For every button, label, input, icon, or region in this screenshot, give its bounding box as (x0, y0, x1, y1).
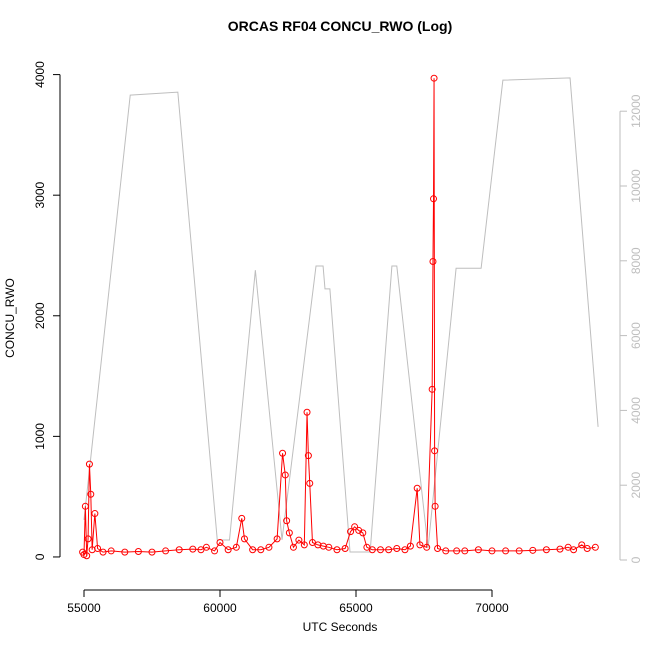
data-point (249, 546, 257, 554)
data-point (279, 449, 287, 457)
data-point (385, 546, 393, 554)
data-point (428, 385, 436, 393)
data-point (175, 546, 183, 554)
x-tick-label: 55000 (67, 601, 101, 615)
data-point (359, 529, 367, 537)
data-point (87, 490, 95, 498)
data-point (99, 548, 107, 556)
data-point (347, 528, 355, 536)
data-point (281, 471, 289, 479)
data-point (211, 547, 219, 555)
data-point (442, 547, 450, 555)
data-point (107, 547, 115, 555)
data-point (232, 543, 240, 551)
data-point (461, 547, 469, 555)
data-point (333, 546, 341, 554)
data-point (434, 545, 442, 553)
data-point (325, 543, 333, 551)
data-point (83, 552, 91, 560)
data-point (341, 545, 349, 553)
data-point (189, 545, 197, 553)
data-point (202, 543, 210, 551)
data-point (351, 523, 359, 531)
data-point (488, 547, 496, 555)
x-tick-label: 65000 (339, 601, 373, 615)
data-point (283, 517, 291, 525)
data-point (304, 452, 312, 460)
x-tick-label: 70000 (475, 601, 509, 615)
data-point (502, 547, 510, 555)
data-point (376, 546, 384, 554)
data-point (401, 546, 409, 554)
data-point (515, 547, 523, 555)
data-point (423, 543, 431, 551)
data-point (416, 541, 424, 549)
data-point (162, 547, 170, 555)
data-point (84, 535, 92, 543)
y2-tick-label: 8000 (629, 247, 643, 274)
data-point (216, 538, 224, 546)
y-tick-label: 3000 (33, 182, 47, 209)
data-point (583, 545, 591, 553)
data-point (224, 546, 232, 554)
data-point (285, 529, 293, 537)
data-point (91, 510, 99, 518)
data-point (591, 543, 599, 551)
y2-tick-label: 12000 (629, 94, 643, 128)
y2-tick-label: 6000 (629, 322, 643, 349)
data-point (306, 479, 314, 487)
data-point (240, 535, 248, 543)
data-point (303, 408, 311, 416)
data-point (273, 535, 281, 543)
data-point (556, 545, 564, 553)
y2-tick-label: 10000 (629, 169, 643, 203)
data-point (121, 548, 129, 556)
series-line (83, 77, 599, 553)
series-line (82, 78, 596, 557)
x-axis-label: UTC Seconds (303, 620, 378, 634)
y-tick-label: 4000 (33, 61, 47, 88)
data-point (431, 502, 439, 510)
data-point (265, 543, 273, 551)
y-tick-label: 2000 (33, 302, 47, 329)
data-point (300, 541, 308, 549)
data-point (429, 258, 437, 266)
data-point (289, 543, 297, 551)
data-point (413, 484, 421, 492)
data-point (578, 541, 586, 549)
data-point (474, 546, 482, 554)
data-point (529, 546, 537, 554)
data-point (368, 546, 376, 554)
data-point (81, 502, 89, 510)
data-point (453, 547, 461, 555)
y-axis-label: CONCU_RWO (3, 278, 17, 358)
y-tick-label: 0 (33, 553, 47, 560)
data-point (295, 536, 303, 544)
data-point (85, 460, 93, 468)
data-point (431, 447, 439, 455)
data-point (570, 546, 578, 554)
data-point (238, 514, 246, 522)
x-tick-label: 60000 (203, 601, 237, 615)
data-point (134, 548, 142, 556)
data-point (430, 195, 438, 203)
y2-tick-label: 0 (629, 556, 643, 563)
data-point (542, 546, 550, 554)
chart-title: ORCAS RF04 CONCU_RWO (Log) (228, 18, 453, 34)
data-point (94, 545, 102, 553)
data-point (257, 546, 265, 554)
data-point (393, 545, 401, 553)
data-point (406, 542, 414, 550)
data-point (148, 548, 156, 556)
y2-tick-label: 2000 (629, 472, 643, 499)
data-point (430, 74, 438, 82)
y2-tick-label: 4000 (629, 397, 643, 424)
y-tick-label: 1000 (33, 423, 47, 450)
